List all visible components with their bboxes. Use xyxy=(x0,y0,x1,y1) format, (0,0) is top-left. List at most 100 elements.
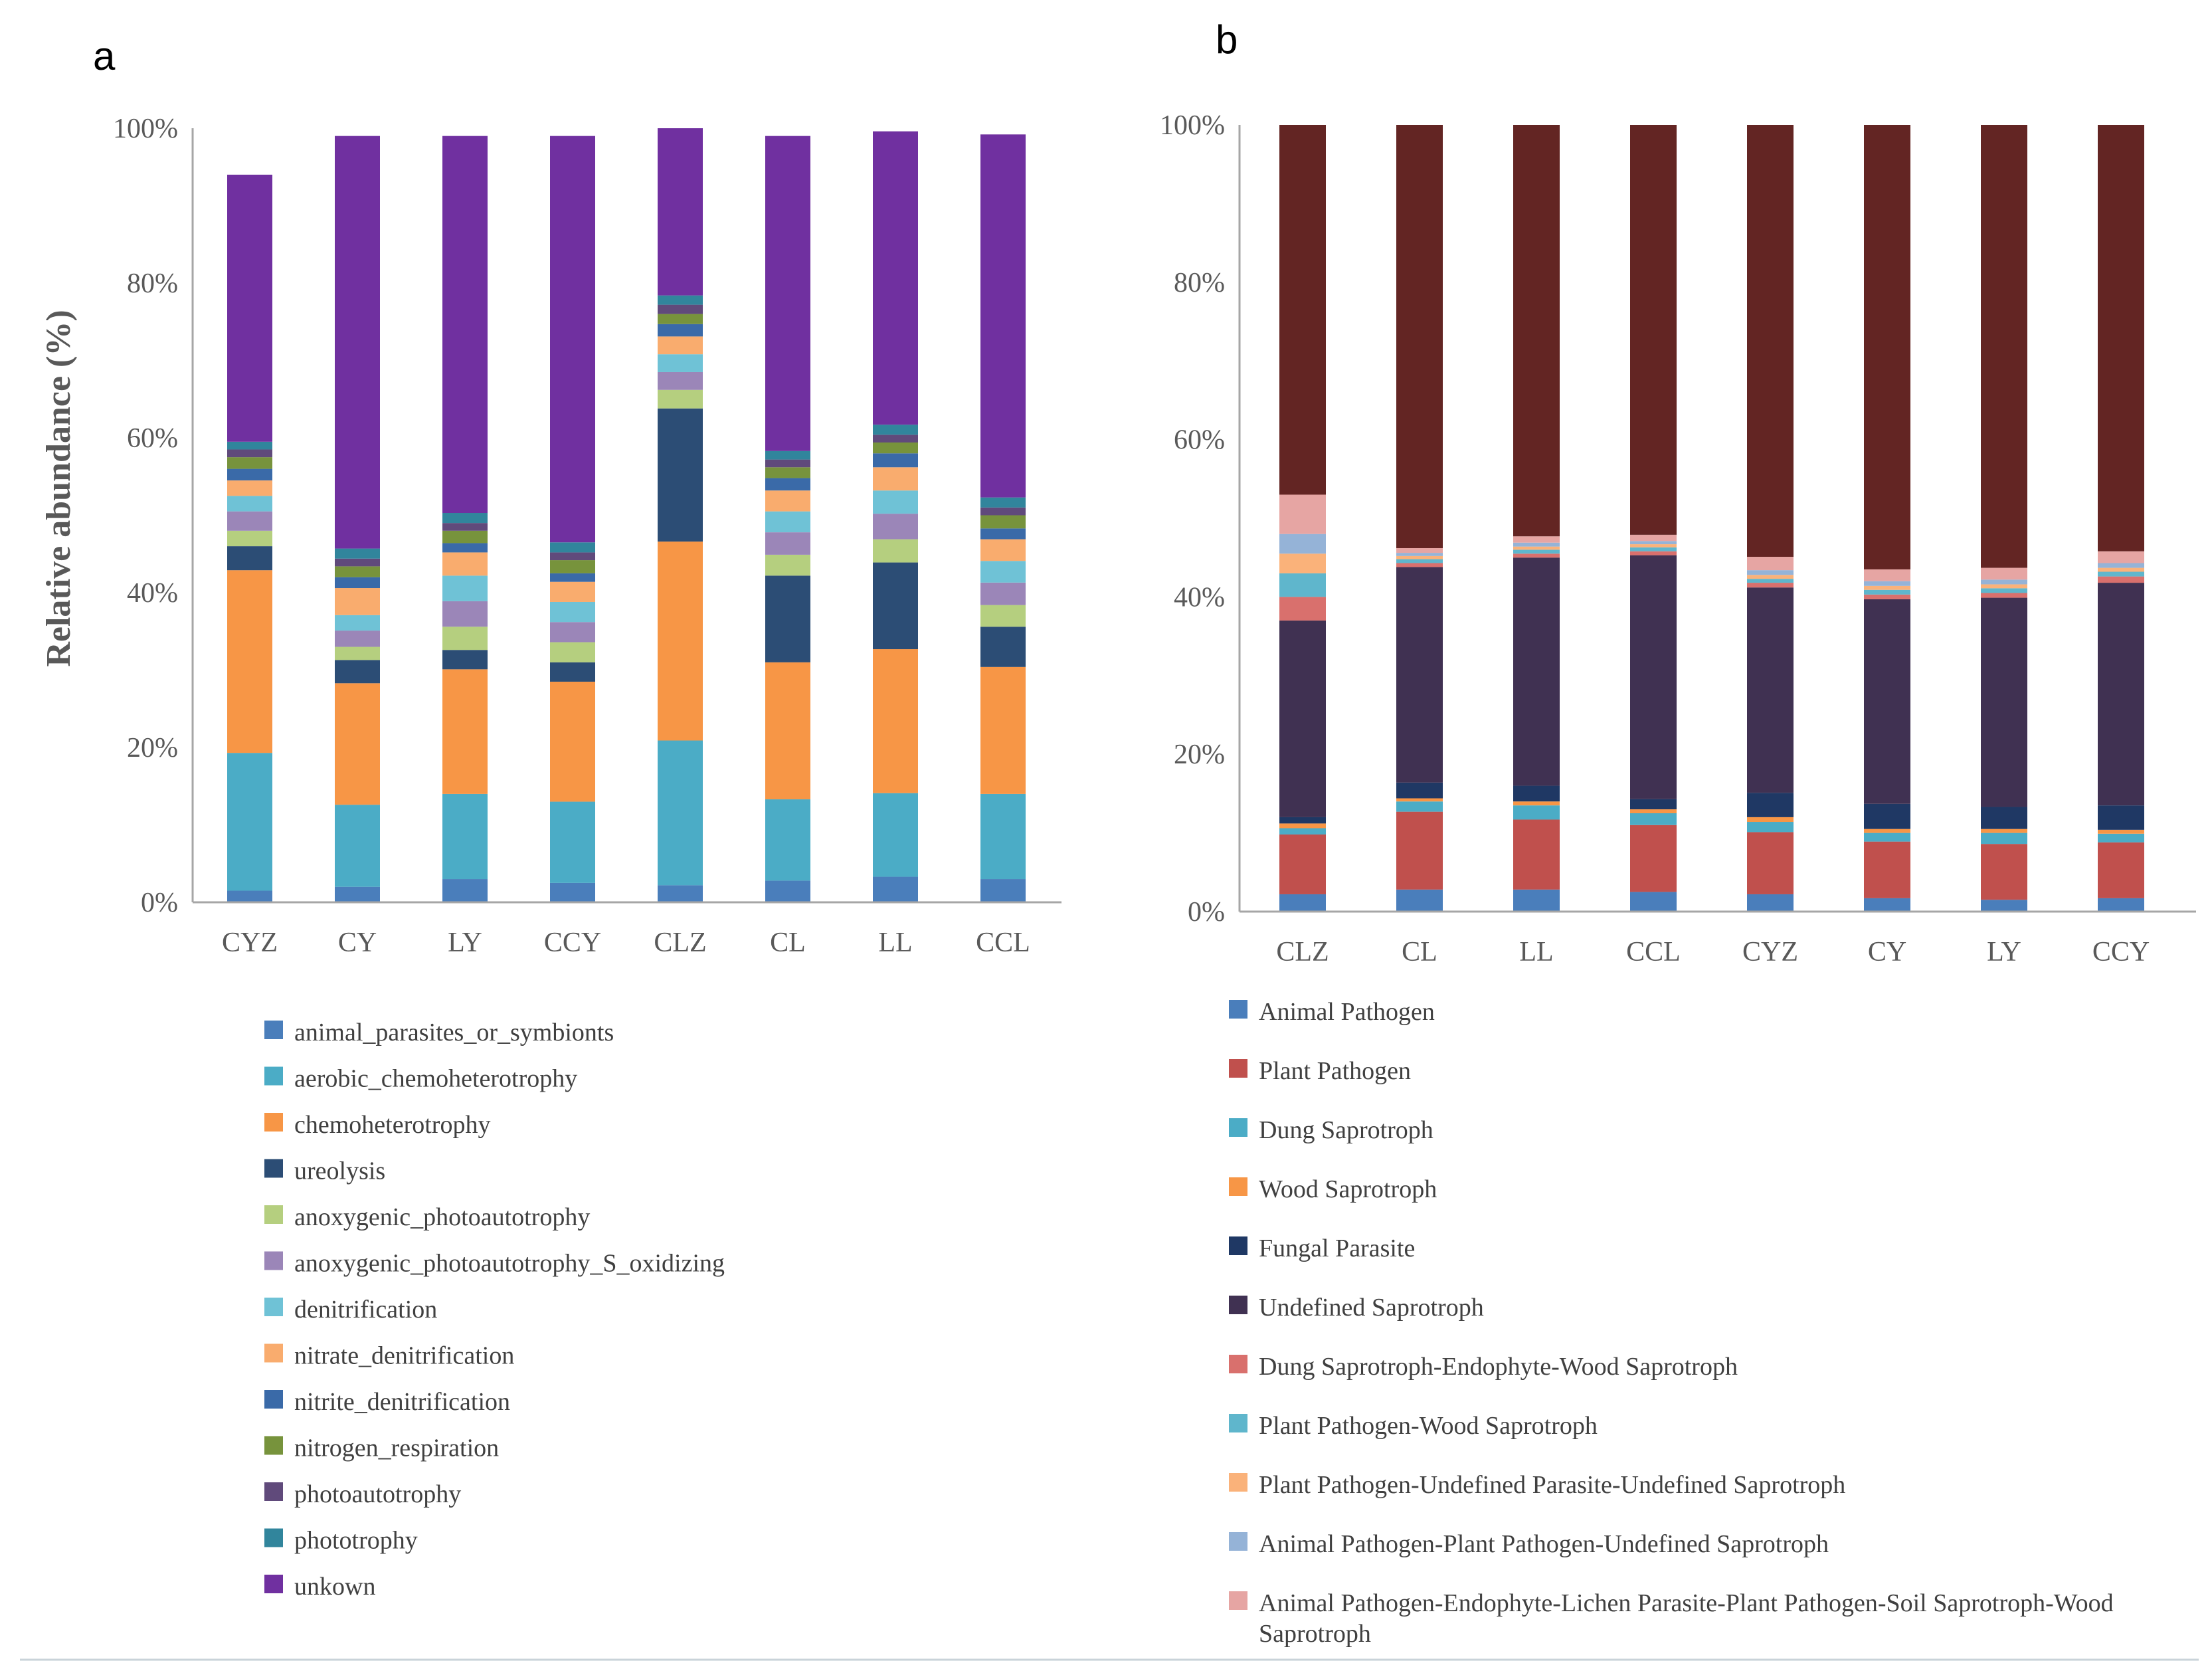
bar-segment xyxy=(658,542,703,741)
bar-segment xyxy=(335,805,380,887)
bar-segment xyxy=(1864,898,1910,912)
bar-segment xyxy=(658,295,703,305)
bar-segment xyxy=(765,880,810,902)
y-axis-label-a: Relative abundance (%) xyxy=(40,310,78,666)
bar-segment xyxy=(335,566,380,577)
bar-segment xyxy=(873,793,918,877)
bar-segment xyxy=(1747,817,1794,823)
bar-segment xyxy=(765,467,810,478)
bar-segment xyxy=(550,662,595,682)
bar-segment xyxy=(980,605,1026,627)
bar-segment xyxy=(335,660,380,684)
bar-segment xyxy=(1513,805,1560,820)
bar-segment xyxy=(1396,567,1443,783)
bar-segment xyxy=(442,650,488,670)
legend-swatch xyxy=(264,1021,283,1039)
bar-segment xyxy=(980,134,1026,498)
legend-swatch xyxy=(264,1390,283,1409)
bar-segment xyxy=(1864,589,1910,595)
bar-segment xyxy=(980,497,1026,508)
legend-swatch xyxy=(264,1343,283,1363)
bar-segment xyxy=(873,539,918,563)
bar-segment xyxy=(227,457,272,469)
bar-segment xyxy=(980,793,1026,880)
bar-segment xyxy=(658,371,703,390)
bar-segment xyxy=(1279,573,1326,597)
bar-segment xyxy=(1864,569,1910,581)
bar-segment xyxy=(227,511,272,531)
bar-segment xyxy=(1864,829,1910,833)
bar-segment xyxy=(980,879,1026,902)
bar-segment xyxy=(1279,834,1326,894)
bar-segment xyxy=(442,575,488,601)
x-tick-label: LL xyxy=(1519,937,1553,967)
x-tick-label: LY xyxy=(448,928,482,958)
bar-segment xyxy=(873,649,918,793)
legend-entry: Wood Saprotroph xyxy=(1259,1175,1437,1203)
bar-segment xyxy=(1396,555,1443,559)
bar-segment xyxy=(1747,557,1794,571)
legend-entry: Animal Pathogen-Plant Pathogen-Undefined… xyxy=(1259,1530,1829,1558)
x-tick-label: LY xyxy=(1987,937,2021,967)
bar-segment xyxy=(1864,581,1910,586)
bar-segment xyxy=(1981,593,2027,598)
bar-segment xyxy=(873,876,918,902)
legend-swatch xyxy=(1229,1414,1247,1432)
bar-segment xyxy=(765,459,810,468)
bar-segment xyxy=(873,425,918,435)
legend-swatch xyxy=(1229,1591,1247,1610)
bar-segment xyxy=(442,136,488,514)
bar-segment xyxy=(227,441,272,450)
legend-entry: photoautotrophy xyxy=(294,1480,461,1508)
bar-segment xyxy=(1630,534,1677,542)
bar-segment xyxy=(1396,553,1443,556)
bar-segment xyxy=(873,467,918,491)
bar-segment xyxy=(1747,575,1794,579)
bar-segment xyxy=(1396,125,1443,548)
bar-segment xyxy=(550,801,595,883)
bar-segment xyxy=(1747,125,1794,557)
bar-segment xyxy=(227,546,272,571)
bar-segment xyxy=(1396,559,1443,563)
bar-segment xyxy=(335,588,380,615)
x-tick-label: CL xyxy=(1402,937,1437,967)
bar-segment xyxy=(227,890,272,902)
bar-segment xyxy=(765,799,810,881)
bar-segment xyxy=(873,490,918,514)
bar-segment xyxy=(442,543,488,553)
bar-segment xyxy=(1630,547,1677,551)
bar-segment xyxy=(1747,894,1794,912)
y-tick-label: 100% xyxy=(1160,110,1225,141)
bar-segment xyxy=(1279,125,1326,495)
bar-segment xyxy=(550,542,595,553)
bar-segment xyxy=(1396,782,1443,799)
panel-label-b: b xyxy=(1216,17,1238,62)
legend-entry: anoxygenic_photoautotrophy_S_oxidizing xyxy=(294,1250,725,1278)
legend-entry: nitrate_denitrification xyxy=(294,1342,514,1370)
bar-segment xyxy=(1630,892,1677,912)
bar-segment xyxy=(658,408,703,542)
legend-entry: nitrite_denitrification xyxy=(294,1388,510,1416)
bar-segment xyxy=(550,622,595,642)
bar-segment xyxy=(658,314,703,324)
bar-segment xyxy=(1864,594,1910,599)
legend-entry: unkown xyxy=(294,1573,375,1601)
y-tick-label: 0% xyxy=(1188,897,1225,928)
bar-segment xyxy=(1630,555,1677,799)
bar-segment xyxy=(227,174,272,442)
x-tick-label: CCY xyxy=(2092,937,2150,967)
bar-segment xyxy=(335,631,380,647)
bar-segment xyxy=(1981,567,2027,580)
y-tick-label: 80% xyxy=(127,268,178,299)
legend-swatch xyxy=(264,1298,283,1316)
bar-segment xyxy=(1630,551,1677,555)
legend-swatch xyxy=(1229,1059,1247,1078)
bar-segment xyxy=(2098,898,2144,912)
x-tick-label: CYZ xyxy=(1742,937,1798,967)
bar-segment xyxy=(1981,579,2027,585)
y-tick-label: 80% xyxy=(1174,268,1225,298)
bar-segment xyxy=(1279,494,1326,534)
bar-segment xyxy=(980,666,1026,794)
legend-entry: phototrophy xyxy=(294,1527,418,1555)
